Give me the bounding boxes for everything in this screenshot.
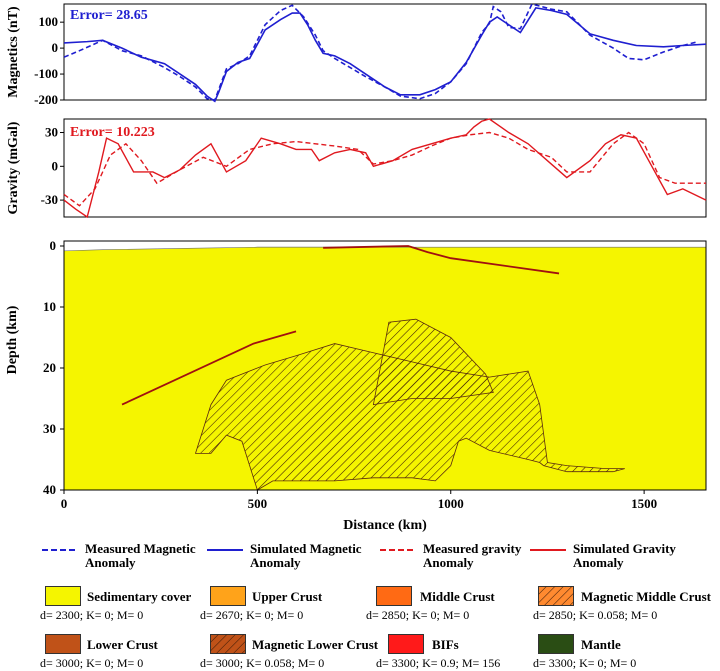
magnetic-ytick-label: -100 — [34, 66, 58, 81]
section-xtick-label: 500 — [248, 496, 268, 511]
gravity-ylabel: Gravity (mGal) — [6, 121, 21, 214]
magnetic-series — [63, 3, 707, 103]
legend-measured-magnetic-swatch — [42, 549, 78, 551]
section-xlabel: Distance (km) — [343, 518, 427, 533]
legend-measured-gravity-label: Measured gravity Anomaly — [423, 541, 522, 570]
legend-bifs-swatch — [388, 634, 424, 654]
body-magnetic-middle-crust — [372, 318, 494, 406]
legend-middle-crust-props: d= 2850; K= 0; M= 0 — [366, 608, 470, 622]
magnetic-panel: Error= 28.65 Magnetics (nT) 100 0 -100 -200 — [6, 3, 707, 107]
legend-simulated-magnetic-swatch — [207, 549, 243, 551]
legend-upper-crust-label: Upper Crust — [252, 589, 323, 604]
gravity-yticks: 30 0 -30 — [41, 125, 64, 207]
bif-line-1 — [121, 330, 297, 406]
legend-sedimentary-cover-label: Sedimentary cover — [87, 589, 192, 604]
legend-lower-crust-label: Lower Crust — [87, 637, 158, 652]
magnetic-series-line-simulated — [63, 7, 707, 103]
section-ytick-label: 20 — [43, 360, 56, 375]
bif-line-2 — [323, 245, 560, 275]
legend-sedimentary-cover-props: d= 2300; K= 0; M= 0 — [40, 608, 144, 622]
legend-mantle-props: d= 3300; K= 0; M= 0 — [533, 656, 637, 670]
legend-middle-crust: Middle Crust d= 2850; K= 0; M= 0 — [366, 586, 536, 622]
legend-magnetic-lower-crust-label: Magnetic Lower Crust — [252, 637, 379, 652]
section-xtick-label: 1500 — [631, 496, 657, 511]
gravity-ytick-label: 0 — [52, 158, 59, 173]
legend-magnetic-middle-crust-label: Magnetic Middle Crust — [581, 589, 711, 604]
section-ylabel: Depth (km) — [5, 305, 20, 374]
legend-magnetic-lower-crust-swatch — [210, 634, 246, 654]
legend-sedimentary-cover-swatch — [45, 586, 81, 606]
magnetic-ylabel: Magnetics (nT) — [6, 6, 21, 98]
gravity-series-line-simulated — [63, 118, 707, 219]
legend-upper-crust-swatch — [210, 586, 246, 606]
section-panel: Depth (km) Distance (km) 0 10 20 30 40 0 500 1… — [5, 238, 707, 533]
section-bifs — [121, 245, 560, 406]
legend-lower-crust-props: d= 3000; K= 0; M= 0 — [40, 656, 144, 670]
gravity-ytick-label: -30 — [41, 192, 58, 207]
legend-middle-crust-swatch — [376, 586, 412, 606]
gravity-panel: Error= 10.223 Gravity (mGal) 30 0 -30 — [6, 118, 707, 219]
legend-middle-crust-label: Middle Crust — [420, 589, 495, 604]
gravity-error-label: Error= 10.223 — [70, 125, 155, 140]
gravity-plot-frame — [63, 118, 707, 218]
legend-measured-gravity-swatch — [380, 549, 416, 551]
legend-measured-gravity: Measured gravity Anomaly — [378, 542, 548, 578]
legend-sedimentary-cover: Sedimentary cover d= 2300; K= 0; M= 0 — [40, 586, 205, 622]
section-frame — [63, 240, 707, 491]
section-ytick-label: 0 — [50, 238, 57, 253]
legend-simulated-gravity: Simulated Gravity Anomaly — [528, 542, 718, 578]
legend-simulated-magnetic-label: Simulated Magnetic Anomaly — [250, 541, 362, 570]
legend-mantle: Mantle d= 3300; K= 0; M= 0 — [533, 634, 720, 670]
magnetic-ytick-label: 0 — [52, 40, 59, 55]
magnetic-error-label: Error= 28.65 — [70, 8, 148, 23]
legend-magnetic-middle-crust-swatch — [538, 586, 574, 606]
legend-magnetic-middle-crust: Magnetic Middle Crust d= 2850; K= 0.058;… — [533, 586, 720, 622]
magnetic-plot-frame — [63, 3, 707, 101]
legend-mantle-swatch — [538, 634, 574, 654]
legend-simulated-gravity-label: Simulated Gravity Anomaly — [573, 541, 676, 570]
legend-magnetic-lower-crust: Magnetic Lower Crust d= 3000; K= 0.058; … — [200, 634, 390, 670]
body-magnetic-lower-crust — [194, 343, 625, 491]
magnetic-yticks: 100 0 -100 -200 — [34, 14, 64, 107]
legend-measured-magnetic: Measured Magnetic Anomaly — [40, 542, 210, 578]
gravity-ytick-label: 30 — [45, 125, 58, 140]
section-ytick-label: 40 — [43, 482, 56, 497]
section-xticks: 0 500 1000 1500 — [61, 490, 657, 511]
magnetic-series-line-measured — [63, 3, 699, 101]
legend-mantle-label: Mantle — [581, 637, 621, 652]
legend-measured-magnetic-label: Measured Magnetic Anomaly — [85, 541, 196, 570]
gravity-series — [63, 118, 707, 219]
legend: Measured Magnetic Anomaly Simulated Magn… — [0, 540, 720, 671]
section-bodies — [194, 318, 625, 491]
section-xtick-label: 1000 — [438, 496, 464, 511]
section-yticks: 0 10 20 30 40 — [43, 238, 64, 497]
figure: Error= 28.65 Magnetics (nT) 1000-100-200… — [5, 3, 707, 533]
legend-lower-crust: Lower Crust d= 3000; K= 0; M= 0 — [40, 634, 205, 670]
legend-simulated-magnetic: Simulated Magnetic Anomaly — [205, 542, 385, 578]
legend-lower-crust-swatch — [45, 634, 81, 654]
magnetic-ytick-label: 100 — [39, 14, 59, 29]
legend-upper-crust: Upper Crust d= 2670; K= 0; M= 0 — [200, 586, 370, 622]
section-xtick-label: 0 — [61, 496, 68, 511]
magnetic-ytick-label: -200 — [34, 92, 58, 107]
section-ytick-label: 30 — [43, 421, 56, 436]
legend-simulated-gravity-swatch — [530, 549, 566, 551]
legend-bifs-label: BIFs — [432, 637, 459, 652]
legend-upper-crust-props: d= 2670; K= 0; M= 0 — [200, 608, 304, 622]
legend-bifs-props: d= 3300; K= 0.9; M= 156 — [376, 656, 501, 670]
legend-magnetic-lower-crust-props: d= 3000; K= 0.058; M= 0 — [200, 656, 325, 670]
legend-magnetic-middle-crust-props: d= 2850; K= 0.058; M= 0 — [533, 608, 658, 622]
legend-bifs: BIFs d= 3300; K= 0.9; M= 156 — [376, 634, 536, 670]
gravity-series-line-measured — [63, 131, 706, 207]
section-ytick-label: 10 — [43, 299, 56, 314]
